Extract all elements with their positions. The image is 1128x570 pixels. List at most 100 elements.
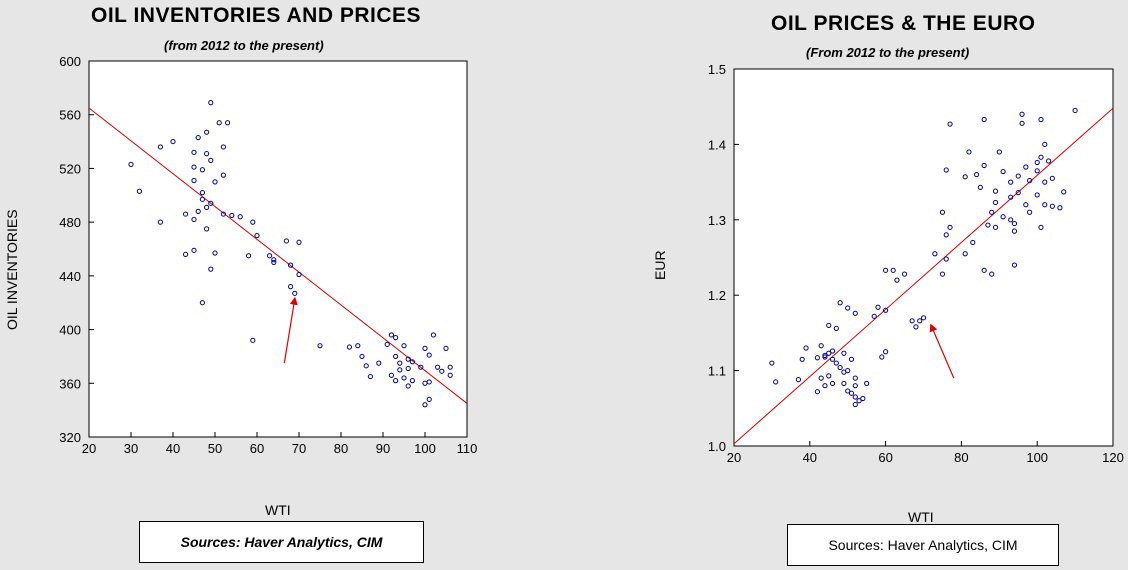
right-data-point [841,369,847,375]
left-x-tick-label: 70 [292,441,306,456]
right-data-point [1008,179,1014,185]
right-x-tick-label: 100 [1026,450,1048,465]
right-data-point [992,199,999,206]
right-data-point [1015,190,1021,196]
right-data-point [833,360,839,366]
right-chart-subtitle: (From 2012 to the present) [806,45,970,60]
left-data-point [216,120,222,126]
left-data-point [317,343,323,349]
left-data-point [237,214,243,220]
left-data-point [204,226,210,232]
right-data-point [1011,228,1018,234]
right-data-point [860,395,866,402]
left-data-point [136,188,142,194]
left-data-point [388,332,394,338]
right-data-point [909,318,915,324]
left-y-tick-label: 560 [59,108,81,123]
left-data-point [191,177,197,184]
left-data-point [183,211,189,217]
left-data-point [208,100,214,106]
left-data-point [426,379,432,385]
left-y-tick-label: 600 [59,54,81,69]
right-data-point [845,388,851,394]
right-data-point [1049,203,1055,209]
left-data-point [204,129,210,135]
right-data-point [883,267,889,273]
left-data-point [388,372,394,378]
left-data-point [199,196,205,202]
right-data-point [773,379,779,385]
right-data-point [837,364,843,371]
left-data-point [422,345,428,351]
left-x-tick-label: 60 [250,441,264,456]
right-data-point [1042,202,1048,208]
right-data-point [1023,164,1029,170]
right-data-point [822,354,828,360]
right-y-tick-label: 1.0 [708,439,726,454]
right-data-point [883,349,889,355]
left-data-point [195,134,201,141]
right-trend-line [734,107,1113,445]
right-data-point [833,325,839,331]
right-data-point [966,149,972,155]
right-data-point [992,224,999,230]
right-x-tick-label: 80 [954,450,968,465]
left-x-tick-label: 30 [124,441,138,456]
left-data-point [220,172,226,178]
right-data-point [1042,179,1048,185]
right-chart-title: OIL PRICES & THE EURO [771,12,1036,35]
right-data-point [814,355,820,361]
right-data-point [917,318,923,324]
left-data-point [401,343,407,349]
left-data-point [393,378,399,384]
left-x-tick-label: 20 [82,441,96,456]
left-data-point [246,253,252,259]
left-data-point [208,200,214,206]
right-data-point [852,383,858,389]
right-data-point [1038,116,1044,123]
left-data-point [199,300,205,306]
right-data-point [826,350,832,356]
left-data-point [426,352,432,358]
left-data-point [426,396,432,402]
left-data-point [212,179,218,185]
left-data-point [191,149,197,155]
left-data-point [418,364,424,370]
right-y-tick-label: 1.2 [708,288,726,303]
right-data-point [1049,175,1055,181]
left-data-point [409,378,415,384]
left-data-point [250,219,256,225]
right-data-point [1038,224,1044,230]
left-chart-title: OIL INVENTORIES AND PRICES [91,4,421,27]
right-data-point [1023,202,1029,208]
left-chart-subtitle: (from 2012 to the present) [164,38,324,53]
right-data-point [901,271,908,277]
right-data-point [1000,168,1006,175]
left-data-point [204,151,210,157]
right-data-point [799,356,805,362]
left-data-point [355,343,361,349]
right-data-point [1042,141,1048,147]
left-y-tick-label: 400 [59,323,81,338]
right-data-point [1011,262,1018,268]
right-data-point [981,116,987,123]
left-data-point [288,262,294,268]
left-source-text: Sources: Haver Analytics, CIM [180,534,383,550]
right-data-point [1034,192,1040,198]
left-data-point [405,383,411,389]
right-y-tick-label: 1.5 [708,62,726,77]
left-x-tick-label: 80 [334,441,348,456]
right-y-tick-label: 1.1 [708,364,726,379]
right-data-point [1045,158,1052,164]
right-data-point [1008,217,1014,223]
left-data-point [376,360,382,366]
right-annotation-arrow [929,323,955,379]
left-data-point [254,232,260,239]
right-data-point [996,149,1002,155]
left-data-point [384,341,390,347]
right-data-point [943,232,949,238]
right-plot-area [733,68,1114,447]
left-data-point [191,247,197,253]
left-y-tick-label: 440 [59,269,81,284]
right-data-point [913,324,919,330]
